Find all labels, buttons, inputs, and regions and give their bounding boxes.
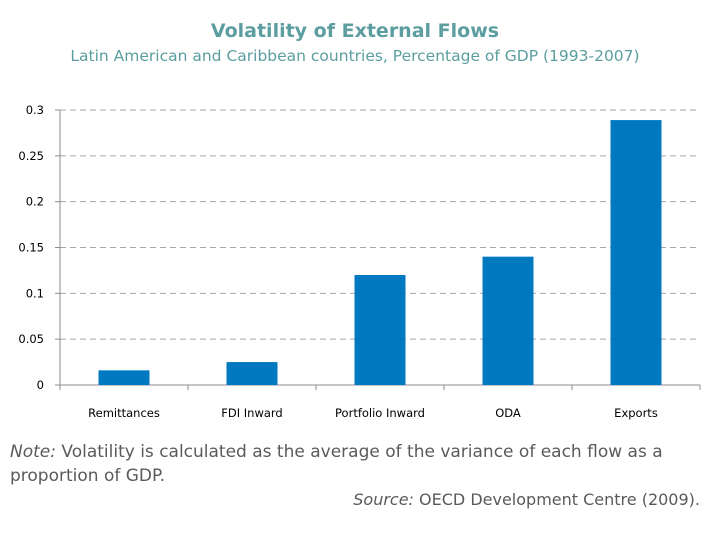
bar-exports bbox=[610, 120, 662, 385]
x-tick-label: Portfolio Inward bbox=[335, 406, 425, 420]
y-tick-label: 0.3 bbox=[26, 103, 44, 117]
source-text: OECD Development Centre (2009). bbox=[413, 490, 700, 509]
bars bbox=[98, 120, 662, 385]
y-tick-label: 0.2 bbox=[26, 195, 44, 209]
note-label: Note: bbox=[10, 442, 56, 462]
chart-subtitle: Latin American and Caribbean countries, … bbox=[70, 47, 640, 65]
x-tick-label: Exports bbox=[614, 406, 658, 420]
x-tick-label: ODA bbox=[495, 406, 521, 420]
bar-portfolio-inward bbox=[354, 275, 406, 385]
x-tick-label: Remittances bbox=[88, 406, 160, 420]
chart-title: Volatility of External Flows bbox=[210, 20, 500, 42]
x-tick-labels: Remittances FDI Inward Portfolio Inward ODA… bbox=[59, 385, 701, 420]
x-tick-label: FDI Inward bbox=[221, 406, 282, 420]
bar-remittances bbox=[98, 370, 150, 385]
bar-oda bbox=[482, 256, 534, 385]
y-tick-label: 0.25 bbox=[18, 149, 44, 163]
chart-note: Note: Volatility is calculated as the av… bbox=[10, 440, 710, 488]
bar-fdi-inward bbox=[226, 362, 278, 385]
y-tick-label: 0 bbox=[37, 378, 44, 392]
y-tick-labels: 0 0.05 0.1 0.15 0.2 0.25 0.3 bbox=[18, 103, 60, 392]
note-text: Volatility is calculated as the average … bbox=[10, 442, 663, 486]
bar-chart: 0 0.05 0.1 0.15 0.2 0.25 0.3 Remittances FDI In… bbox=[18, 103, 701, 420]
chart-source: Source: OECD Development Centre (2009). bbox=[353, 490, 700, 509]
source-label: Source: bbox=[353, 490, 414, 509]
y-tick-label: 0.15 bbox=[18, 241, 44, 255]
y-tick-label: 0.05 bbox=[18, 332, 44, 346]
y-tick-label: 0.1 bbox=[26, 286, 44, 300]
